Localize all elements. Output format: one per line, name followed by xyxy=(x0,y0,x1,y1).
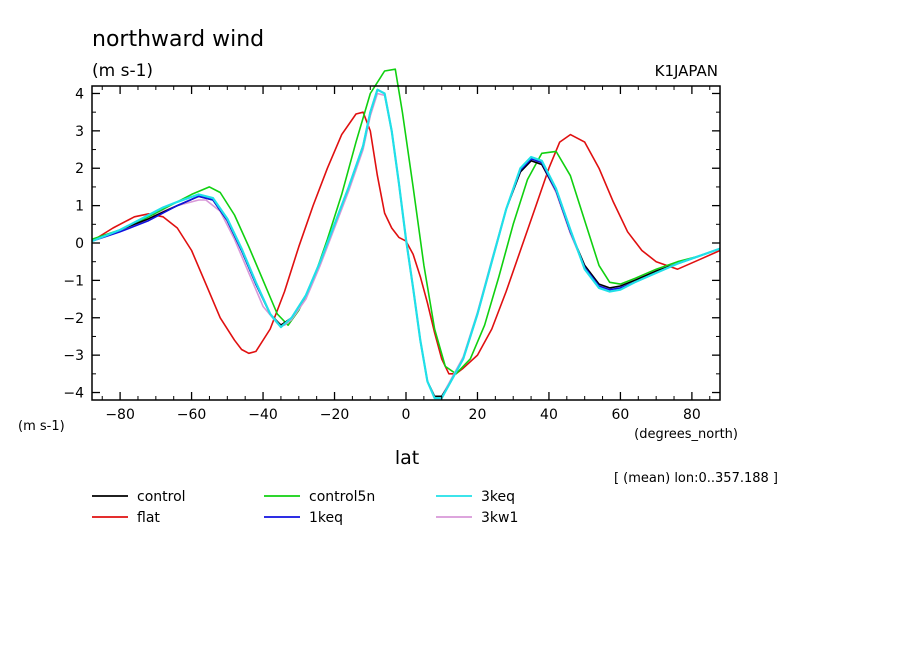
x-axis-units: (degrees_north) xyxy=(634,427,738,442)
y-axis-units: (m s-1) xyxy=(18,419,65,434)
source-label: K1JAPAN xyxy=(655,62,718,80)
x-tick-label: 60 xyxy=(612,407,630,423)
series-line-flat xyxy=(91,111,721,375)
series-line-control5n xyxy=(91,68,721,375)
legend-label-control5n: control5n xyxy=(309,489,375,505)
series-line-3keq xyxy=(91,88,721,400)
legend-label-3kw1: 3kw1 xyxy=(481,510,518,526)
averaging-note: [ (mean) lon:0..357.188 ] xyxy=(614,471,778,486)
x-tick-label: 40 xyxy=(540,407,558,423)
y-tick-label: 1 xyxy=(75,199,84,215)
legend: control flat control5n 1keq 3keq 3kw1 xyxy=(92,489,518,526)
x-axis-label: lat xyxy=(395,447,419,469)
chart-title: northward wind xyxy=(92,27,264,52)
x-tick-label: 0 xyxy=(402,407,411,423)
plot-frame xyxy=(91,85,721,401)
x-tick-label: −20 xyxy=(320,407,350,423)
y-tick-label: −1 xyxy=(63,273,84,289)
tick-layer: −80 −60 −40 −20 0 20 40 60 80 −4 −3 −2 −1 0 1 2 3 4 xyxy=(63,86,720,423)
legend-label-flat: flat xyxy=(137,510,160,526)
legend-label-1keq: 1keq xyxy=(309,510,343,526)
y-tick-label: −4 xyxy=(63,386,84,402)
legend-label-control: control xyxy=(137,489,186,505)
y-tick-label: −2 xyxy=(63,311,84,327)
x-tick-label: −60 xyxy=(177,407,207,423)
y-tick-label: −3 xyxy=(63,348,84,364)
y-tick-label: 4 xyxy=(75,86,84,102)
x-tick-label: 20 xyxy=(469,407,487,423)
chart-subtitle: (m s-1) xyxy=(92,61,153,81)
y-tick-label: 2 xyxy=(75,161,84,177)
legend-label-3keq: 3keq xyxy=(481,489,515,505)
y-tick-label: 3 xyxy=(75,124,84,140)
x-tick-label: 80 xyxy=(683,407,701,423)
plot-area: −80 −60 −40 −20 0 20 40 60 80 −4 −3 −2 −1 0 1 2 3 4 xyxy=(63,68,721,423)
x-tick-label: −40 xyxy=(248,407,278,423)
x-tick-label: −80 xyxy=(105,407,135,423)
y-tick-label: 0 xyxy=(75,236,84,252)
series-layer xyxy=(91,68,721,400)
